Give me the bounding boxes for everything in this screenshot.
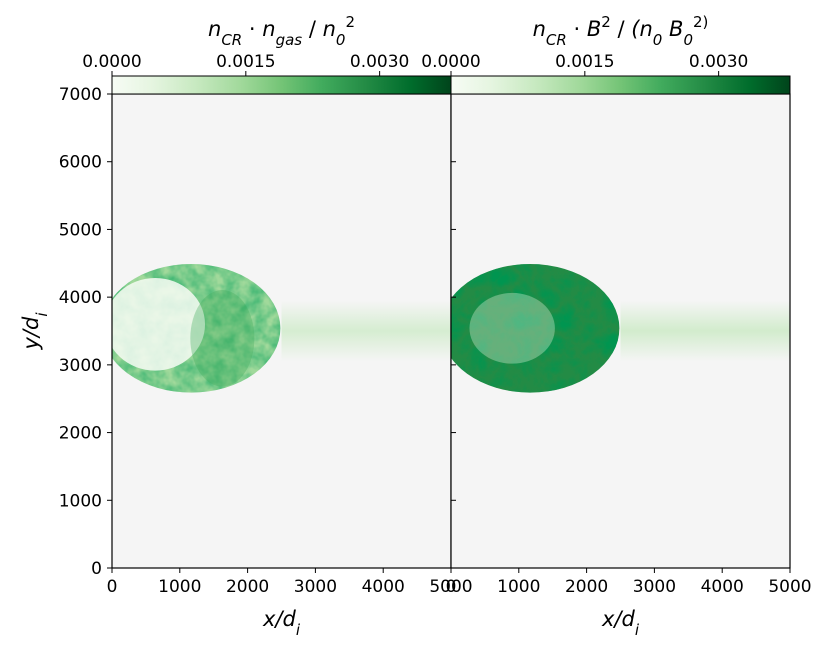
x-tick-label-right-2: 2000: [565, 577, 608, 597]
x-axis-title-left: x/di: [262, 607, 301, 639]
panel-left: 0 1000 2000 3000 4000 5000 x/di 0 1000 2000 3000 40…: [19, 13, 473, 639]
x-tick-label-right-5: 5000: [768, 577, 811, 597]
x-axis-title-right: x/di: [601, 607, 640, 639]
cavity-right: [469, 292, 555, 364]
jet-tail-right: [620, 300, 790, 362]
y-tick-label-2: 2000: [59, 424, 102, 444]
x-tick-label-right-4: 4000: [701, 577, 744, 597]
colorbar-tick-label-left-1: 0.0015: [216, 52, 275, 72]
y-tick-label-3: 3000: [59, 356, 102, 376]
y-tick-label-1: 1000: [59, 491, 102, 511]
colorbar-title-left: nCR · ngas / n02: [208, 13, 355, 49]
y-tick-label-0: 0: [91, 559, 102, 579]
x-tick-label-left-1: 1000: [158, 577, 201, 597]
turbulence-texture-right: [451, 263, 620, 393]
x-tick-label-left-4: 4000: [362, 577, 405, 597]
y-tick-label-4: 4000: [59, 288, 102, 308]
x-tick-label-right-0: 0: [446, 577, 457, 597]
x-tick-label-left-0: 0: [107, 577, 118, 597]
heatmap-field-left: [112, 263, 451, 393]
colorbar-tick-label-left-2: 0.0030: [350, 52, 409, 72]
x-tick-label-right-1: 1000: [497, 577, 540, 597]
jet-tail-left: [281, 300, 451, 362]
colorbar-tick-label-right-0: 0.0000: [421, 52, 480, 72]
chart-root: 0 1000 2000 3000 4000 5000 x/di 0 1000 2000 3000 40…: [19, 13, 812, 639]
cavity-left: [112, 277, 206, 371]
colorbar-left: [111, 75, 452, 95]
x-tick-label-left-3: 3000: [294, 577, 337, 597]
y-axis-title: y/di: [19, 312, 51, 351]
x-tick-label-left-5: 5000: [429, 577, 472, 597]
panel-right: 0 1000 2000 3000 4000 5000 x/di 0.0000 0.0015 0.0…: [421, 13, 811, 639]
x-tick-label-left-2: 2000: [226, 577, 269, 597]
y-tick-label-7: 7000: [59, 85, 102, 105]
y-tick-label-5: 5000: [59, 220, 102, 240]
colorbar-title-right: nCR · B2 / (n0 B02): [533, 13, 709, 49]
colorbar-right: [450, 75, 791, 95]
x-tick-label-right-3: 3000: [633, 577, 676, 597]
y-tick-label-6: 6000: [59, 153, 102, 173]
colorbar-tick-label-right-2: 0.0030: [689, 52, 748, 72]
dense-rim-left: [190, 290, 255, 387]
colorbar-tick-label-left-0: 0.0000: [82, 52, 141, 72]
colorbar-tick-label-right-1: 0.0015: [555, 52, 614, 72]
heatmap-field-right: [451, 263, 790, 393]
